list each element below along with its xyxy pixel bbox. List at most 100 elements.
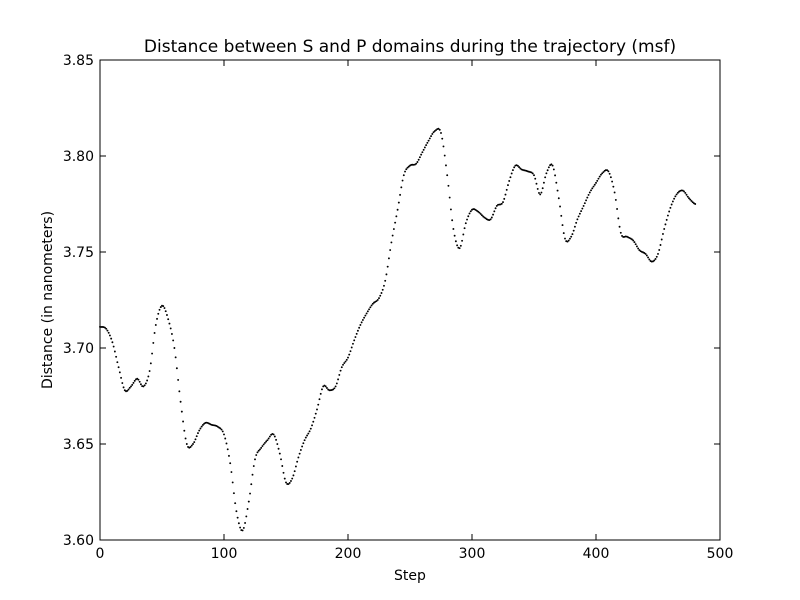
data-point: [466, 218, 468, 221]
data-point: [306, 434, 309, 437]
data-point: [659, 244, 662, 246]
data-point: [252, 465, 255, 468]
data-point: [417, 158, 420, 161]
data-point: [229, 462, 232, 465]
data-point: [451, 219, 454, 222]
data-point: [290, 480, 292, 482]
data-point: [117, 366, 120, 369]
plot-area: 0 100 200 300 400 500 3.60 3.65 3.70 3.75 3.80 3.85: [63, 53, 734, 562]
data-point: [152, 341, 155, 344]
data-point: [545, 172, 548, 175]
data-point: [614, 198, 617, 201]
data-point: [505, 188, 508, 191]
data-point: [313, 416, 316, 419]
data-point: [550, 163, 553, 166]
data-point: [228, 454, 230, 457]
data-point: [443, 154, 446, 157]
data-point: [147, 375, 150, 378]
data-point: [344, 360, 347, 363]
data-point: [168, 322, 171, 325]
data-point: [173, 347, 176, 349]
x-tick-label: 500: [707, 546, 734, 562]
data-point: [456, 244, 459, 247]
x-tick-label: 400: [583, 546, 610, 562]
data-point: [461, 239, 464, 242]
data-point: [170, 333, 173, 335]
data-point: [220, 428, 223, 431]
x-tick-label: 100: [211, 546, 238, 562]
data-point: [490, 216, 493, 219]
data-point: [504, 193, 507, 196]
data-point: [588, 191, 591, 194]
data-point: [321, 388, 323, 391]
data-point: [616, 208, 619, 210]
data-point: [531, 172, 534, 175]
data-point: [645, 254, 648, 257]
data-point: [555, 181, 558, 184]
data-point: [378, 297, 380, 300]
data-point: [224, 437, 227, 440]
data-point: [318, 398, 321, 401]
data-point: [694, 203, 697, 205]
data-point: [511, 169, 514, 172]
data-point: [618, 225, 621, 228]
data-point: [200, 425, 203, 428]
data-point: [350, 346, 353, 349]
data-point: [221, 430, 224, 433]
data-point: [502, 201, 504, 204]
data-point: [573, 225, 576, 228]
data-point: [272, 433, 275, 436]
data-point: [316, 408, 318, 411]
data-point: [430, 135, 433, 138]
data-point: [479, 212, 482, 215]
data-point: [397, 201, 400, 204]
data-point: [596, 179, 599, 182]
data-point: [333, 387, 336, 390]
y-tick-label: 3.75: [63, 245, 94, 261]
data-point: [664, 223, 667, 226]
data-point: [199, 427, 202, 430]
data-point: [420, 153, 423, 156]
data-point: [437, 127, 440, 130]
data-point: [489, 218, 492, 221]
data-point: [612, 185, 615, 188]
data-point: [342, 363, 344, 366]
data-point: [163, 307, 166, 309]
data-point: [156, 317, 158, 320]
data-point: [560, 214, 563, 217]
data-point: [442, 145, 445, 148]
data-point: [500, 202, 503, 205]
data-point: [685, 193, 688, 196]
data-point: [691, 201, 694, 204]
data-point: [386, 265, 389, 268]
data-point: [575, 221, 578, 224]
data-point: [177, 378, 180, 381]
data-point: [231, 481, 234, 484]
data-point: [391, 234, 394, 237]
data-point: [360, 321, 363, 324]
data-point: [462, 233, 465, 236]
data-point: [591, 187, 594, 190]
data-point: [480, 214, 483, 217]
data-point: [644, 252, 647, 255]
data-point: [663, 228, 666, 230]
data-point: [148, 370, 151, 372]
data-point: [595, 181, 597, 184]
data-point: [138, 380, 141, 383]
data-point: [533, 174, 535, 177]
data-point: [197, 432, 199, 435]
data-point: [118, 371, 121, 374]
data-point: [467, 215, 470, 218]
data-point: [586, 196, 589, 199]
data-point: [115, 355, 118, 358]
data-point: [343, 362, 346, 364]
data-point: [195, 435, 198, 438]
data-point: [621, 234, 623, 237]
data-point: [153, 332, 156, 334]
data-point: [345, 358, 348, 361]
data-point: [267, 437, 270, 440]
data-point: [655, 255, 658, 258]
data-point: [404, 170, 406, 173]
data-point: [675, 193, 678, 196]
